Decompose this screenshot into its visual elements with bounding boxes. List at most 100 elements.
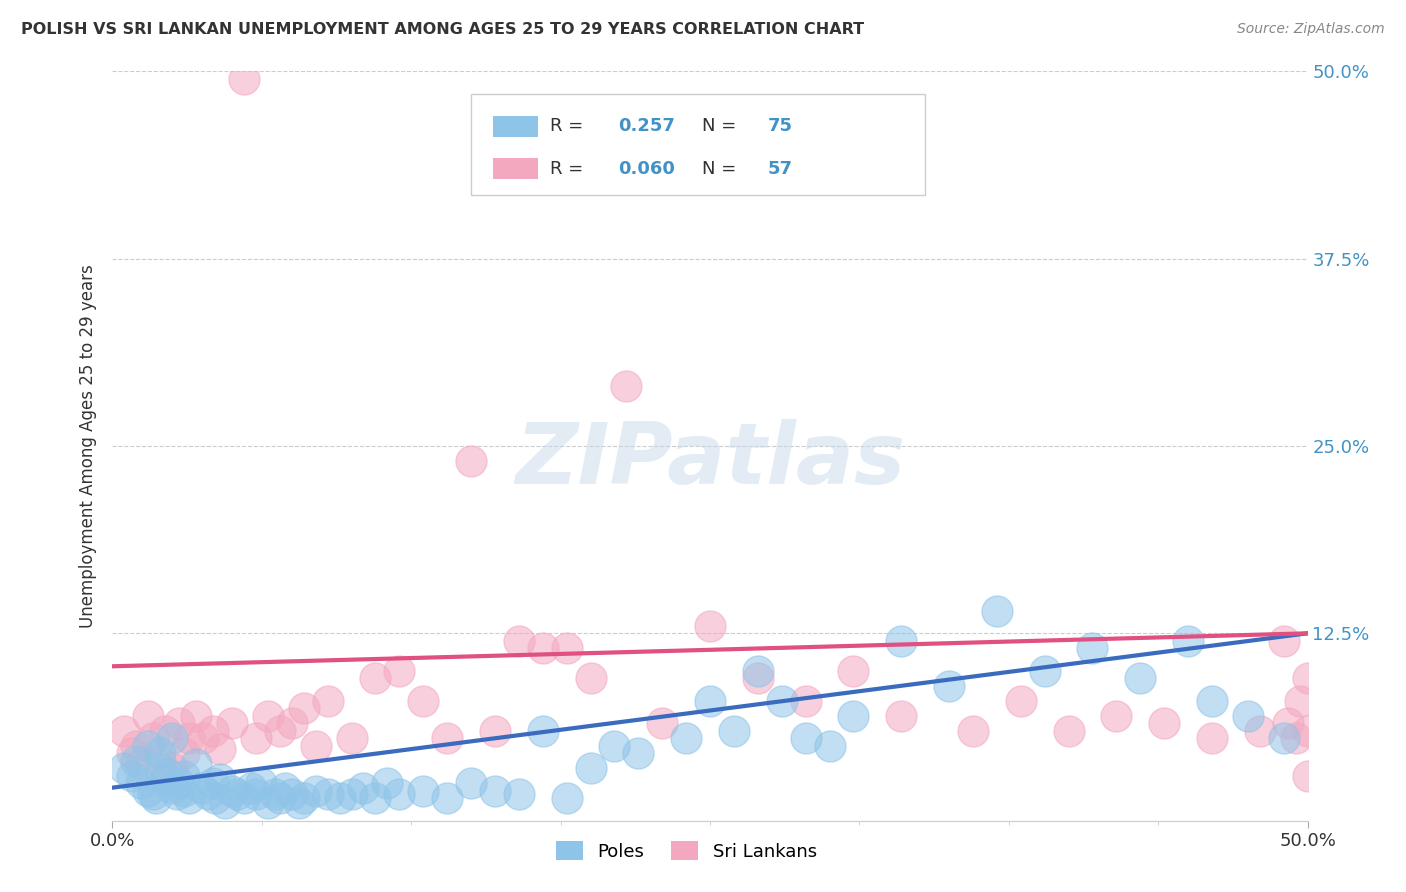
- Point: [166, 787, 188, 801]
- Point: [555, 791, 578, 805]
- Point: [1105, 708, 1128, 723]
- Point: [249, 776, 271, 790]
- Point: [292, 791, 315, 805]
- Point: [531, 641, 554, 656]
- Point: [794, 694, 817, 708]
- Point: [1010, 694, 1032, 708]
- Point: [484, 783, 506, 797]
- Point: [201, 723, 224, 738]
- Text: 75: 75: [768, 117, 793, 135]
- Point: [1289, 694, 1312, 708]
- Point: [1296, 769, 1319, 783]
- Point: [364, 671, 387, 685]
- Point: [1177, 633, 1199, 648]
- Point: [555, 641, 578, 656]
- Point: [221, 716, 243, 731]
- Point: [329, 791, 352, 805]
- Point: [842, 664, 865, 678]
- Point: [142, 787, 165, 801]
- Point: [818, 739, 841, 753]
- Point: [162, 780, 183, 795]
- Point: [616, 379, 638, 393]
- Legend: Poles, Sri Lankans: Poles, Sri Lankans: [548, 834, 824, 868]
- Point: [340, 731, 363, 746]
- Point: [129, 776, 152, 790]
- Point: [316, 694, 339, 708]
- Point: [186, 708, 208, 723]
- Point: [352, 780, 374, 795]
- Point: [281, 716, 304, 731]
- Point: [288, 796, 311, 810]
- Point: [747, 664, 769, 678]
- Point: [377, 776, 399, 790]
- Point: [747, 671, 769, 685]
- Point: [1033, 664, 1056, 678]
- Point: [269, 791, 291, 805]
- Point: [340, 787, 363, 801]
- Point: [197, 787, 219, 801]
- Point: [292, 701, 315, 715]
- Point: [145, 791, 167, 805]
- Point: [364, 791, 387, 805]
- Point: [770, 694, 793, 708]
- Point: [240, 780, 263, 795]
- Point: [225, 787, 247, 801]
- Point: [138, 739, 160, 753]
- Point: [245, 731, 267, 746]
- Point: [723, 723, 745, 738]
- Point: [1277, 716, 1299, 731]
- Text: Source: ZipAtlas.com: Source: ZipAtlas.com: [1237, 22, 1385, 37]
- Point: [201, 776, 224, 790]
- Point: [173, 769, 195, 783]
- Point: [209, 741, 232, 756]
- Point: [142, 731, 165, 746]
- Point: [1249, 723, 1271, 738]
- Point: [962, 723, 984, 738]
- Point: [156, 765, 179, 780]
- Point: [412, 694, 434, 708]
- Point: [138, 783, 160, 797]
- Point: [173, 783, 195, 797]
- Point: [508, 787, 530, 801]
- Point: [388, 664, 411, 678]
- Point: [1272, 633, 1295, 648]
- Point: [1296, 723, 1319, 738]
- Point: [281, 787, 304, 801]
- Point: [221, 783, 243, 797]
- Bar: [492, 158, 538, 179]
- Point: [1201, 731, 1223, 746]
- Point: [114, 723, 135, 738]
- Point: [257, 708, 280, 723]
- Point: [603, 739, 626, 753]
- Y-axis label: Unemployment Among Ages 25 to 29 years: Unemployment Among Ages 25 to 29 years: [79, 264, 97, 628]
- Text: R =: R =: [550, 160, 589, 178]
- Point: [1153, 716, 1175, 731]
- Point: [153, 772, 176, 786]
- Point: [209, 772, 232, 786]
- Point: [316, 787, 339, 801]
- Point: [436, 791, 458, 805]
- Point: [245, 787, 267, 801]
- Point: [388, 787, 411, 801]
- Point: [233, 71, 256, 86]
- Point: [169, 776, 191, 790]
- Text: ZIPatlas: ZIPatlas: [515, 419, 905, 502]
- Point: [233, 791, 256, 805]
- Point: [169, 716, 191, 731]
- Point: [651, 716, 673, 731]
- Point: [794, 731, 817, 746]
- Point: [125, 754, 148, 768]
- Point: [121, 746, 143, 760]
- Text: N =: N =: [702, 117, 741, 135]
- Point: [890, 708, 912, 723]
- Point: [305, 739, 328, 753]
- Point: [193, 731, 215, 746]
- Point: [1057, 723, 1080, 738]
- Point: [257, 796, 280, 810]
- Point: [986, 604, 1008, 618]
- Point: [1129, 671, 1152, 685]
- Point: [938, 679, 960, 693]
- Point: [484, 723, 506, 738]
- Point: [269, 723, 291, 738]
- Point: [627, 746, 650, 760]
